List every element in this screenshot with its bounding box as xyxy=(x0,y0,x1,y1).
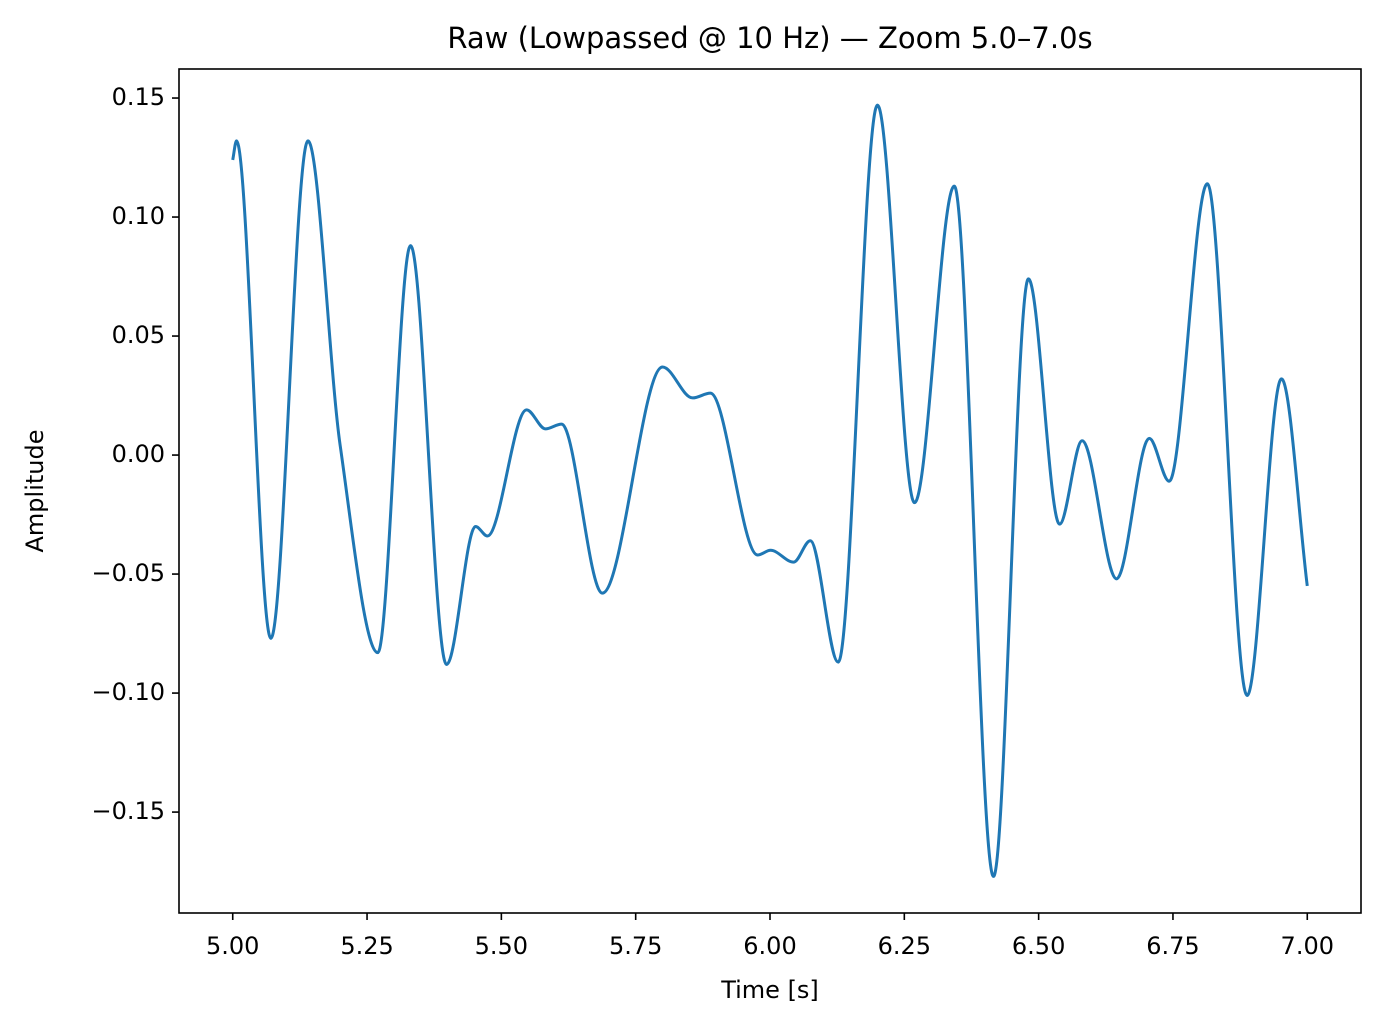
data-line xyxy=(231,103,1309,878)
x-tick-label: 5.00 xyxy=(206,932,259,960)
chart-title: Raw (Lowpassed @ 10 Hz) — Zoom 5.0–7.0s xyxy=(447,21,1092,55)
y-tick-label: 0.00 xyxy=(112,440,165,468)
plot-frame xyxy=(178,68,1362,914)
x-tick-label: 6.50 xyxy=(1012,932,1065,960)
y-tick-label: 0.10 xyxy=(112,202,165,230)
x-tick-label: 7.00 xyxy=(1281,932,1334,960)
y-axis-label: Amplitude xyxy=(21,430,49,553)
x-axis-label: Time [s] xyxy=(720,976,819,1004)
x-tick-label: 6.25 xyxy=(878,932,931,960)
x-tick-label: 5.75 xyxy=(609,932,662,960)
x-tick-label: 6.75 xyxy=(1146,932,1199,960)
x-tick-label: 5.25 xyxy=(340,932,393,960)
y-tick-label: −0.15 xyxy=(91,797,165,825)
y-tick-label: −0.10 xyxy=(91,678,165,706)
x-tick-label: 5.50 xyxy=(475,932,528,960)
x-tick-label: 6.00 xyxy=(743,932,796,960)
y-tick-label: −0.05 xyxy=(91,559,165,587)
y-tick-label: 0.15 xyxy=(112,83,165,111)
y-tick-label: 0.05 xyxy=(112,321,165,349)
